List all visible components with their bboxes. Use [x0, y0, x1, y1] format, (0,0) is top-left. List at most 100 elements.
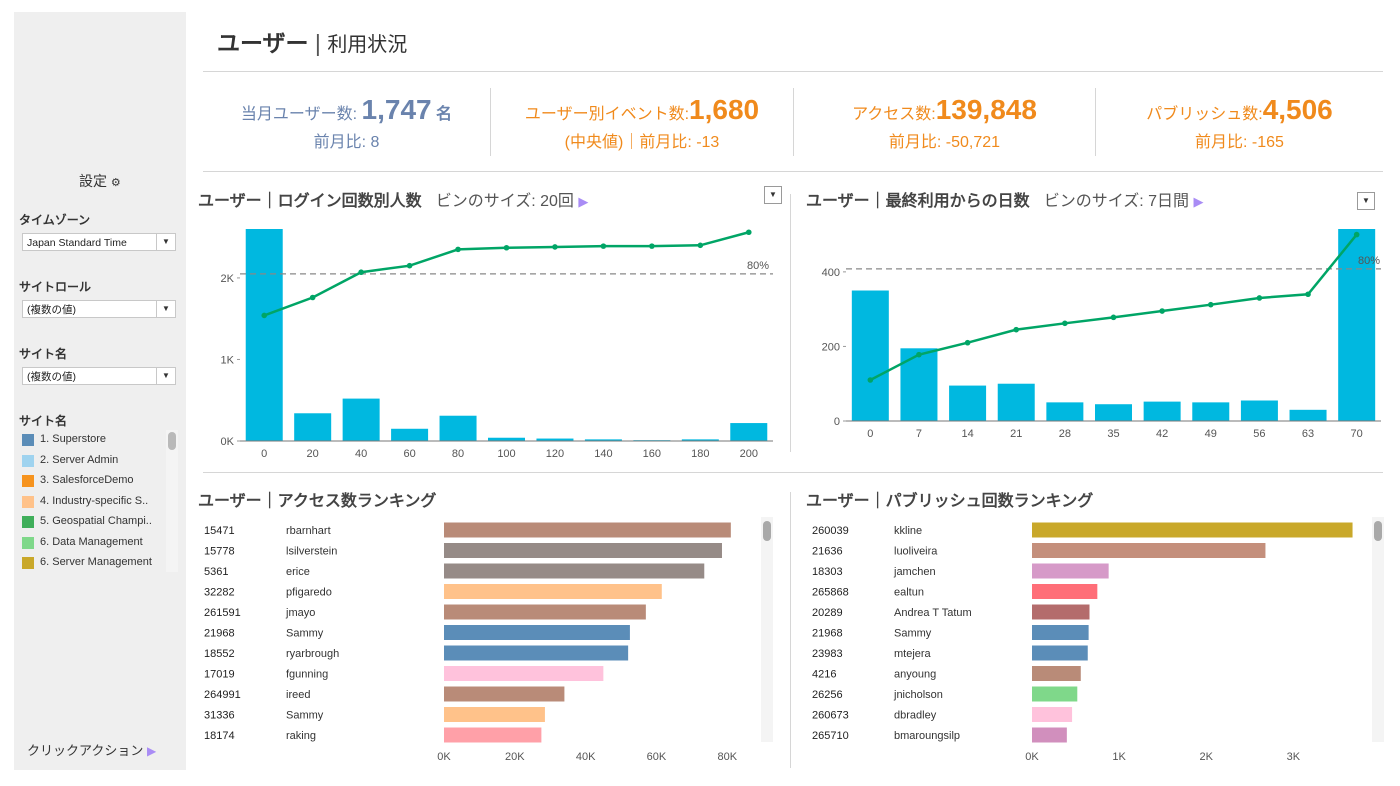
- chart-title-text: ユーザー｜最終利用からの日数: [806, 193, 1030, 210]
- sidebar: 設定 ⚙ タイムゾーン Japan Standard Time ▼ サイトロール…: [14, 12, 186, 770]
- kpi-publish-count: パブリッシュ数:4,506 前月比: -165: [1096, 94, 1383, 152]
- legend-item[interactable]: 5. Geospatial Champi..: [22, 513, 170, 531]
- kpi-divider: [793, 88, 794, 156]
- cumulative-point: [1062, 320, 1068, 327]
- ranking-scrollbar[interactable]: [1372, 517, 1384, 742]
- histogram-bar: [997, 383, 1035, 421]
- bin-size-label: ビンのサイズ: 20回: [435, 193, 574, 210]
- chart-title-text: ユーザー｜ログイン回数別人数: [198, 193, 422, 210]
- ranking-bar: [444, 625, 630, 640]
- ranking-bar: [444, 686, 565, 702]
- ranking-row-id: 264991: [204, 689, 241, 701]
- y-tick-label: 400: [822, 267, 840, 279]
- legend-swatch: [22, 454, 34, 467]
- ranking-bar: [444, 666, 604, 681]
- cumulative-point: [964, 339, 971, 346]
- cumulative-point: [1013, 326, 1020, 333]
- legend-label: 4. Industry-specific S..: [40, 494, 149, 507]
- ranking-row-name: Andrea T Tatum: [894, 607, 972, 619]
- legend-label: 2. Server Admin: [40, 453, 119, 466]
- ranking-row-id: 261591: [204, 607, 241, 619]
- x-tick-label: 7: [916, 428, 922, 440]
- legend-item[interactable]: 6. Data Management: [22, 534, 170, 552]
- cumulative-point: [358, 269, 364, 276]
- kpi-sub: (中央値)｜前月比: -13: [564, 134, 720, 151]
- x-tick-label: 20K: [505, 751, 525, 763]
- x-tick-label: 35: [1107, 428, 1119, 440]
- ranking-bar: [1032, 707, 1073, 722]
- ranking-scroll-thumb[interactable]: [763, 521, 771, 541]
- histogram-bar: [1192, 402, 1230, 421]
- timezone-select[interactable]: Japan Standard Time ▼: [22, 233, 176, 251]
- x-tick-label: 20: [307, 448, 319, 460]
- ranking-row-name: Sammy: [286, 710, 324, 722]
- legend-label: 3. SalesforceDemo: [40, 474, 134, 486]
- ranking-row-id: 15471: [204, 525, 235, 537]
- cumulative-point: [697, 242, 704, 249]
- x-tick-label: 160: [643, 448, 661, 460]
- legend-item[interactable]: 1. Superstore: [22, 431, 170, 449]
- legend-item[interactable]: 3. SalesforceDemo: [22, 472, 170, 490]
- cumulative-line: [263, 231, 750, 317]
- site-legend: 1. Superstore 2. Server Admin 3. Salesforc…: [14, 430, 180, 572]
- access-ranking-chart: 15471 rbarnhart 15778 lsilverstein 5361 erice…: [204, 517, 773, 763]
- site-name-select[interactable]: (複数の値) ▼: [22, 367, 176, 385]
- bin-size-control[interactable]: ビンのサイズ: 20回 ▶: [436, 193, 589, 210]
- x-tick-label: 120: [546, 448, 564, 460]
- play-arrow-icon: ▶: [578, 194, 589, 209]
- legend-label: 6. Data Management: [40, 535, 143, 548]
- ranking-bar: [1032, 625, 1089, 640]
- lastuse-chart-menu-button[interactable]: ▼: [1357, 192, 1375, 210]
- cumulative-point: [649, 243, 655, 249]
- cumulative-point: [1110, 314, 1117, 321]
- settings-label: 設定: [79, 173, 107, 189]
- x-tick-label: 70: [1351, 428, 1363, 440]
- chevron-down-icon: ▼: [156, 234, 175, 250]
- legend-scroll-thumb[interactable]: [168, 432, 176, 450]
- settings-button[interactable]: 設定 ⚙: [79, 171, 121, 191]
- cumulative-point: [1159, 308, 1165, 314]
- x-tick-label: 21: [1010, 428, 1022, 440]
- histogram-bar: [949, 385, 987, 421]
- kpi-label: パブリッシュ数:: [1146, 106, 1263, 123]
- bin-size-control[interactable]: ビンのサイズ: 7日間 ▶: [1044, 193, 1204, 210]
- ranking-bar: [1032, 666, 1081, 681]
- x-tick-label: 100: [497, 448, 515, 460]
- click-action-button[interactable]: クリックアクション ▶: [27, 740, 156, 759]
- ranking-row-name: Sammy: [286, 628, 324, 640]
- site-name-value: (複数の値): [27, 371, 76, 383]
- ranking-bar: [444, 584, 662, 599]
- kpi-sub: 前月比: 8: [313, 134, 380, 151]
- ranking-row-id: 21636: [812, 546, 843, 558]
- gear-icon: ⚙: [110, 177, 121, 189]
- legend-item[interactable]: 4. Industry-specific S..: [22, 493, 170, 511]
- legend-item[interactable]: 2. Server Admin: [22, 452, 170, 470]
- ranking-row-name: ealtun: [894, 587, 924, 599]
- legend-scrollbar[interactable]: [166, 430, 178, 572]
- ranking-bar: [1032, 727, 1067, 743]
- site-role-select[interactable]: (複数の値) ▼: [22, 300, 176, 318]
- kpi-monthly-users: 当月ユーザー数: 1,747 名 前月比: 8: [203, 94, 490, 152]
- reference-line-label: 80%: [747, 260, 769, 272]
- kpi-unit: 名: [436, 106, 453, 123]
- histogram-bar: [1095, 404, 1132, 421]
- ranking-row-name: lsilverstein: [286, 546, 337, 558]
- x-tick-label: 49: [1205, 428, 1217, 440]
- histogram-bar: [391, 428, 429, 441]
- x-tick-label: 0: [867, 428, 873, 440]
- kpi-divider: [490, 88, 491, 156]
- x-tick-label: 0K: [437, 751, 451, 763]
- ranking-row-name: rbarnhart: [286, 525, 331, 537]
- ranking-row-id: 18174: [204, 730, 235, 742]
- x-tick-label: 0K: [1025, 751, 1039, 763]
- ranking-row-name: jmayo: [285, 607, 315, 619]
- login-chart-menu-button[interactable]: ▼: [764, 186, 782, 204]
- timezone-value: Japan Standard Time: [27, 237, 127, 249]
- lastuse-histogram-chart: 0 200 400 0 7 14 21 28 35 42 49 56 63 70 80%: [822, 229, 1381, 440]
- x-tick-label: 0: [261, 448, 267, 460]
- ranking-scroll-thumb[interactable]: [1374, 521, 1382, 541]
- legend-item[interactable]: 6. Server Management: [22, 554, 170, 572]
- legend-swatch: [22, 434, 34, 446]
- histogram-bar: [730, 423, 768, 441]
- ranking-scrollbar[interactable]: [761, 517, 773, 742]
